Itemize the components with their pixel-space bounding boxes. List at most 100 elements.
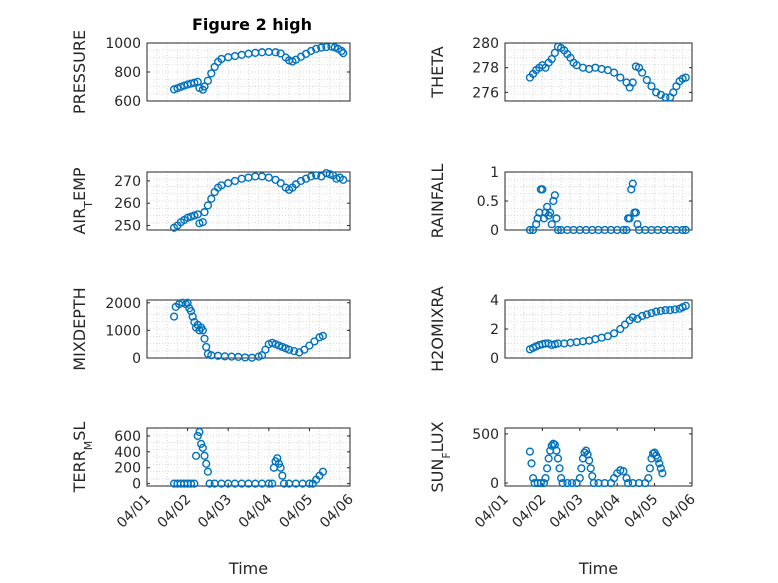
data-point (638, 68, 647, 77)
data-point (622, 474, 631, 483)
x-tick-label: 04/05 (622, 492, 662, 532)
x-axis-label: Time (228, 559, 268, 578)
data-point (619, 225, 628, 235)
data-point (203, 76, 213, 85)
y-tick-label: 270 (114, 174, 141, 190)
data-point (609, 68, 619, 77)
data-point (527, 459, 536, 468)
panel-theta: 276 278 280 THETA (428, 36, 693, 102)
data-point (191, 451, 201, 460)
data-point (681, 301, 690, 310)
data-point (202, 459, 211, 468)
data-point (558, 478, 567, 488)
data-point (544, 454, 553, 463)
x-tick-label: 04/05 (276, 492, 316, 532)
y-tick-label: 400 (114, 445, 141, 461)
x-tick-label: 04/06 (659, 491, 699, 531)
data-point (528, 474, 538, 483)
data-point (279, 479, 289, 488)
data-point (198, 218, 207, 227)
data-point (589, 478, 598, 488)
data-point (585, 456, 594, 465)
data-point (312, 171, 321, 180)
data-point (546, 208, 555, 217)
data-point (169, 312, 179, 321)
data-point (586, 464, 595, 473)
y-tick-label: 0 (490, 476, 499, 492)
data-point (264, 479, 273, 488)
data-point (670, 305, 679, 314)
data-point (200, 208, 209, 217)
data-point (552, 214, 561, 223)
data-point (278, 471, 287, 480)
panel-mixdepth: 0 1000 2000 MIXDEPTH (70, 287, 351, 371)
data-point (622, 225, 631, 235)
data-point (575, 474, 584, 483)
data-point (577, 464, 586, 473)
data-point (300, 345, 309, 354)
data-point (620, 320, 630, 329)
y-axis-label: TERRMSL (70, 422, 95, 494)
data-point (644, 474, 653, 483)
data-point (652, 88, 661, 97)
data-point (642, 75, 651, 85)
data-point (318, 467, 328, 476)
data-point (273, 454, 282, 463)
data-point (653, 454, 662, 463)
data-point (339, 49, 348, 58)
data-point (198, 326, 207, 335)
data-point (556, 474, 566, 483)
data-point (581, 446, 591, 455)
y-axis-label: MIXDEPTH (70, 287, 89, 370)
data-point (550, 48, 559, 57)
data-point (190, 78, 199, 87)
y-axis-label: PRESSURE (70, 30, 89, 114)
data-point (310, 337, 319, 346)
y-tick-label: 200 (114, 461, 141, 477)
data-point (200, 82, 209, 91)
data-point (190, 479, 199, 488)
y-tick-label: 1000 (105, 36, 141, 52)
x-tick-label: 04/01 (114, 492, 154, 532)
y-tick-label: 0 (490, 351, 499, 367)
y-tick-label: 278 (472, 61, 499, 77)
data-point (661, 306, 670, 315)
x-axis-label: Time (578, 559, 618, 578)
data-point (609, 329, 619, 338)
data-point (661, 93, 670, 102)
data-point (200, 334, 209, 343)
y-tick-label: 0.5 (477, 194, 499, 210)
data-point (301, 174, 311, 183)
panel-rainfall: 0 0.5 1 RAINFALL (428, 164, 693, 239)
data-point (616, 73, 625, 82)
data-point (645, 464, 655, 473)
data-point (195, 427, 204, 437)
panel-h2omixra: 0 2 4 H2OMIXRA (428, 286, 693, 372)
figure-title: Figure 2 high (192, 15, 312, 34)
y-tick-label: 280 (472, 36, 499, 52)
y-axis-label: AIRTEMP (70, 167, 95, 234)
data-point (305, 479, 314, 488)
data-point (624, 478, 633, 488)
data-point (276, 179, 285, 188)
x-tick-label: 04/03 (195, 492, 235, 532)
data-point (207, 69, 216, 78)
plot-area (505, 428, 692, 486)
data-point (339, 175, 348, 184)
data-point (625, 214, 634, 223)
y-tick-label: 0 (490, 223, 499, 239)
data-point (647, 308, 656, 318)
data-point (268, 479, 277, 488)
data-point (658, 469, 667, 478)
data-point (628, 78, 637, 87)
x-tick-label: 04/02 (509, 492, 549, 532)
data-point (553, 454, 563, 463)
data-point (567, 478, 577, 488)
data-point (616, 324, 625, 334)
data-point (628, 313, 637, 322)
y-tick-label: 0 (132, 351, 141, 367)
data-point (563, 478, 572, 488)
data-point (642, 310, 651, 319)
